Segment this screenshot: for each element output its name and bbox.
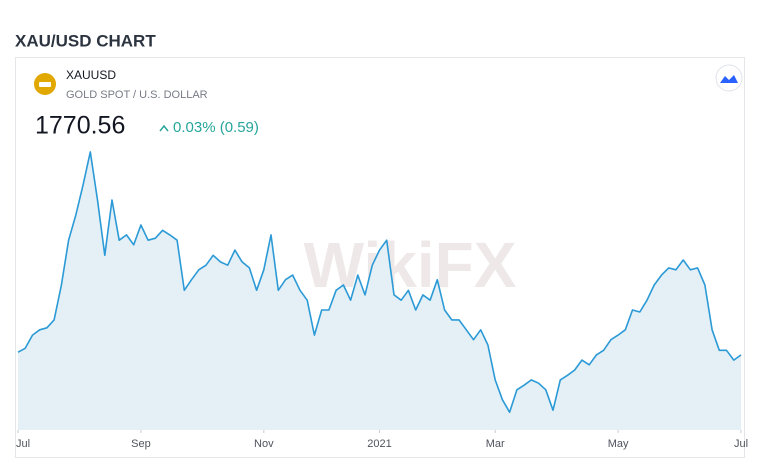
chart-icon bbox=[720, 75, 738, 83]
symbol: XAUUSD bbox=[66, 68, 116, 82]
area-fill bbox=[18, 151, 741, 430]
x-tick-label: Sep bbox=[131, 438, 151, 450]
chart-icon-button[interactable] bbox=[715, 64, 743, 92]
price-line bbox=[17, 151, 742, 413]
price: 1770.56 bbox=[35, 112, 125, 140]
x-tick-label: Nov bbox=[254, 438, 274, 450]
x-tick-label: Jul bbox=[734, 438, 748, 450]
x-tick-label: Mar bbox=[486, 438, 505, 450]
up-caret bbox=[159, 124, 169, 132]
x-tick-label: Jul bbox=[16, 438, 30, 450]
logo-bars bbox=[39, 82, 51, 87]
page-title: XAU/USD CHART bbox=[15, 31, 156, 50]
description: GOLD SPOT / U.S. DOLLAR bbox=[66, 89, 208, 101]
x-tick-label: May bbox=[608, 438, 629, 450]
change: 0.03% (0.59) bbox=[173, 119, 259, 136]
x-tick-label: 2021 bbox=[367, 438, 391, 450]
plot-area: Jul Sep Nov 2021 Mar May Jul bbox=[16, 151, 748, 450]
